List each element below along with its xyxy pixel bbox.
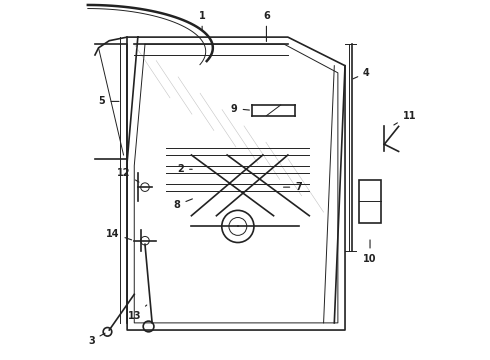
Text: 7: 7: [284, 182, 302, 192]
Text: 14: 14: [106, 229, 132, 240]
Bar: [359, 180, 381, 223]
Text: 11: 11: [394, 111, 416, 125]
Text: 9: 9: [231, 104, 249, 113]
Text: 12: 12: [117, 168, 139, 182]
Text: 8: 8: [173, 199, 193, 210]
Text: 4: 4: [353, 68, 370, 79]
Text: 5: 5: [99, 96, 119, 107]
Text: 6: 6: [263, 11, 270, 41]
Text: 2: 2: [177, 164, 192, 174]
Text: 10: 10: [363, 240, 377, 264]
Text: 1: 1: [199, 11, 205, 31]
Text: 3: 3: [88, 333, 105, 346]
Text: 13: 13: [127, 305, 147, 321]
